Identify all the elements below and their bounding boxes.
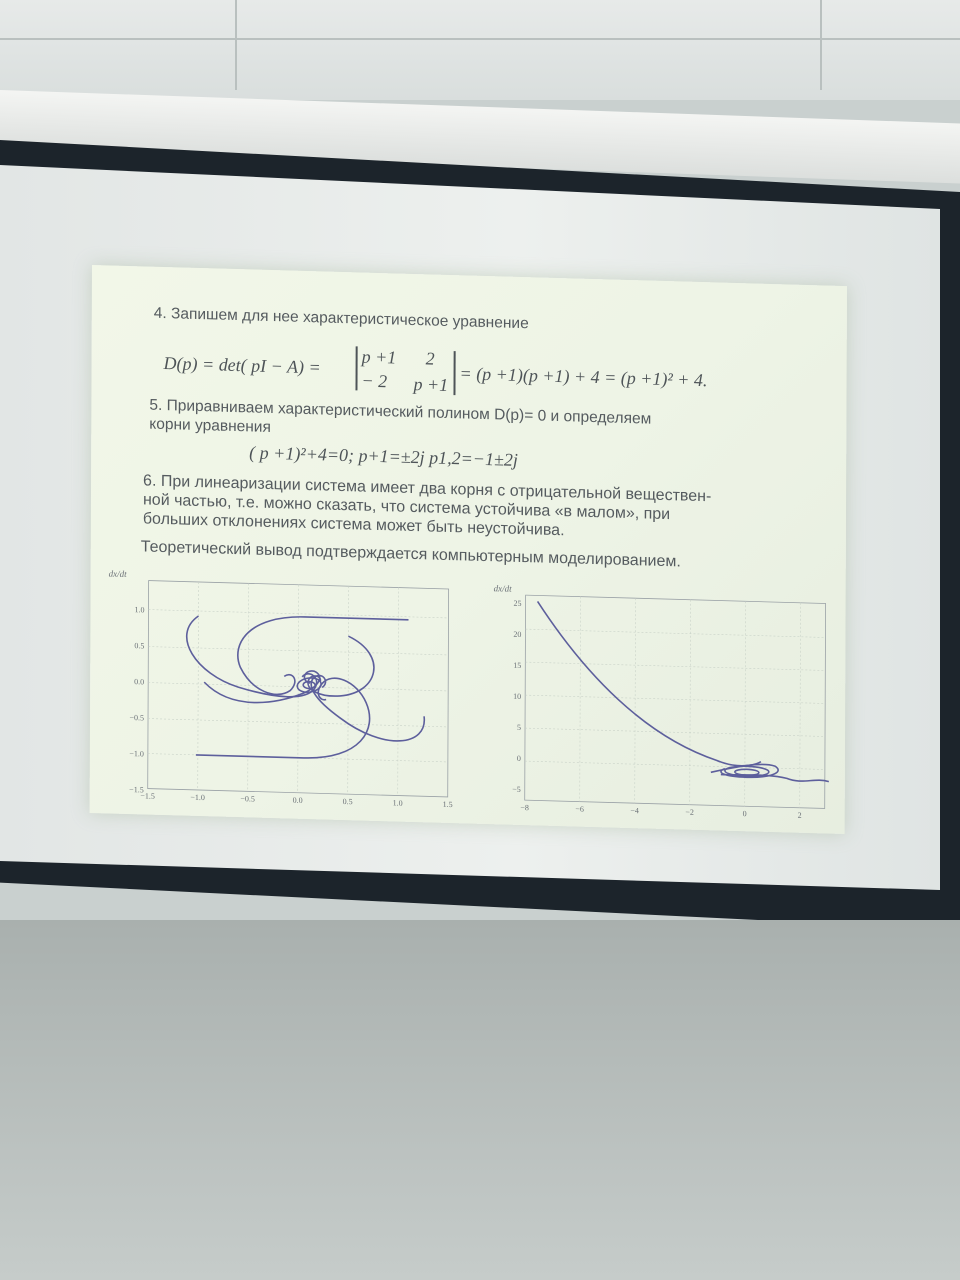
- x-tick-label: −6: [575, 805, 584, 814]
- y-tick-label: −1.5: [129, 785, 144, 794]
- x-tick-label: 1.5: [443, 800, 453, 809]
- y-tick-label: 0: [517, 754, 521, 763]
- matrix-cell-21: − 2: [361, 370, 388, 392]
- roots-equation: ( p +1)²+4=0; p+1=±2j p1,2=−1±2j: [249, 442, 518, 470]
- formula-rhs: = (p +1)(p +1) + 4 = (p +1)² + 4.: [459, 363, 708, 391]
- wall: [0, 920, 960, 1280]
- ceiling: [0, 0, 960, 100]
- y-tick-label: 1.0: [134, 605, 144, 614]
- formula-lhs: D(p) = det( pI − A) =: [163, 353, 321, 378]
- x-tick-label: −0.5: [240, 794, 255, 803]
- y-tick-label: 10: [513, 692, 521, 701]
- y-tick-label: 0.5: [134, 641, 144, 650]
- conclusion-text: Теоретический вывод подтверждается компь…: [140, 538, 681, 571]
- y-tick-label: 0.0: [134, 677, 144, 686]
- x-tick-label: 0.5: [343, 797, 353, 806]
- x-tick-label: 2: [798, 811, 802, 820]
- matrix-cell-11: p +1: [361, 346, 397, 368]
- y-tick-label: 5: [517, 723, 521, 732]
- spiral-trajectories: [186, 615, 425, 759]
- x-tick-label: −4: [630, 806, 639, 815]
- text-step-5-line-2: корни уравнения: [149, 415, 271, 436]
- phase-portrait-large-deviation: dx/dt −8 −6 −4 −2 0 2 25 20 15 10 5 0 −5: [494, 583, 830, 820]
- x-tick-label: 0: [743, 809, 747, 818]
- y-tick-label: 15: [513, 661, 521, 670]
- x-tick-label: −1.5: [140, 791, 155, 800]
- x-tick-label: 0.0: [293, 796, 303, 805]
- x-tick-label: 1.0: [393, 798, 403, 807]
- y-axis-label: dx/dt: [109, 568, 128, 579]
- matrix-cell-12: 2: [425, 348, 435, 369]
- grid-lines: [524, 596, 826, 808]
- phase-portrait-spiral: dx/dt −1.5 −1.0 −0.5 0.0 0.5 1.0 1.5 1.0 0.5 0.0 −…: [109, 568, 453, 809]
- trajectory: [536, 601, 830, 783]
- x-tick-label: −1.0: [190, 793, 205, 802]
- matrix-cell-22: p +1: [413, 373, 449, 395]
- x-tick-label: −8: [520, 803, 529, 812]
- y-axis-label: dx/dt: [494, 583, 513, 594]
- slide: 4. Запишем для нее характеристическое ур…: [89, 265, 847, 835]
- x-tick-label: −2: [685, 808, 694, 817]
- y-tick-label: 25: [514, 599, 522, 608]
- y-tick-label: 20: [513, 630, 521, 639]
- heading-step-4: 4. Запишем для нее характеристическое ур…: [153, 304, 529, 333]
- y-tick-label: −5: [512, 785, 521, 794]
- y-tick-label: −1.0: [129, 749, 144, 758]
- y-tick-label: −0.5: [129, 713, 144, 722]
